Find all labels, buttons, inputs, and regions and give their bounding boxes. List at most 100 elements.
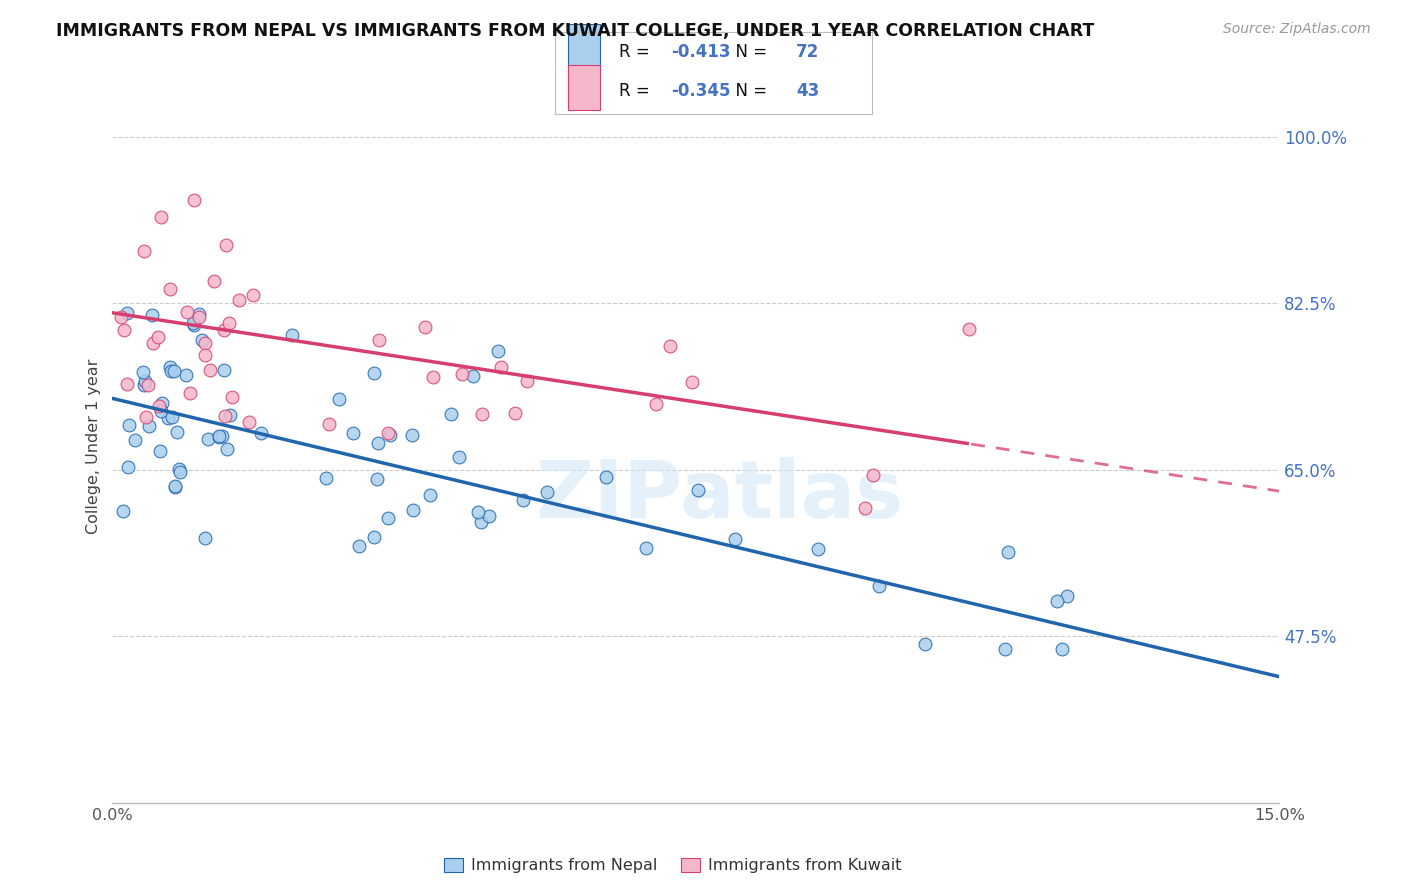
Point [422, 370, 444, 384]
Text: Source: ZipAtlas.com: Source: ZipAtlas.com [1223, 22, 1371, 37]
Point [191, 333, 214, 347]
Point [281, 328, 304, 343]
Point [132, 244, 155, 259]
Point [215, 238, 238, 252]
Point [328, 392, 350, 406]
Point [218, 408, 240, 422]
Point [149, 444, 172, 458]
FancyBboxPatch shape [568, 24, 599, 69]
Point [183, 193, 205, 207]
Point [1056, 589, 1078, 603]
Point [163, 479, 186, 493]
Point [117, 460, 139, 475]
Point [150, 396, 173, 410]
Point [174, 368, 197, 383]
Point [724, 532, 747, 546]
Point [208, 429, 231, 443]
Point [658, 339, 681, 353]
Point [197, 432, 219, 446]
Point [378, 427, 401, 442]
Text: N =: N = [724, 82, 772, 100]
Point [194, 532, 217, 546]
Point [228, 293, 250, 307]
Point [159, 359, 181, 374]
Point [489, 360, 512, 375]
Point [198, 362, 221, 376]
Point [218, 316, 240, 330]
FancyBboxPatch shape [568, 65, 599, 110]
Point [486, 343, 509, 358]
Text: 43: 43 [796, 82, 820, 100]
Point [419, 488, 441, 502]
Point [363, 366, 385, 380]
Point [366, 472, 388, 486]
Point [467, 505, 489, 519]
Point [112, 322, 135, 336]
Point [211, 429, 233, 443]
Point [1046, 594, 1069, 608]
Point [163, 364, 186, 378]
Point [162, 410, 184, 425]
Point [377, 510, 399, 524]
Point [250, 425, 273, 440]
Point [167, 462, 190, 476]
Text: N =: N = [724, 43, 772, 61]
Point [163, 480, 186, 494]
Point [342, 425, 364, 440]
Point [471, 407, 494, 421]
Point [212, 362, 235, 376]
Point [862, 467, 884, 482]
Point [595, 469, 617, 483]
Point [512, 492, 534, 507]
Point [402, 503, 425, 517]
Point [194, 336, 217, 351]
Text: IMMIGRANTS FROM NEPAL VS IMMIGRANTS FROM KUWAIT COLLEGE, UNDER 1 YEAR CORRELATIO: IMMIGRANTS FROM NEPAL VS IMMIGRANTS FROM… [56, 22, 1095, 40]
Point [215, 442, 238, 457]
Text: R =: R = [619, 43, 655, 61]
Point [160, 364, 183, 378]
Point [124, 434, 146, 448]
Point [115, 376, 138, 391]
Point [110, 310, 132, 324]
Text: -0.345: -0.345 [671, 82, 730, 100]
Point [377, 425, 399, 440]
Point [169, 465, 191, 479]
Point [149, 210, 172, 224]
Text: 72: 72 [796, 43, 820, 61]
Point [142, 335, 165, 350]
Text: ZIPatlas: ZIPatlas [536, 457, 904, 535]
Point [214, 409, 236, 423]
Point [440, 407, 463, 421]
Point [868, 579, 890, 593]
Point [208, 430, 231, 444]
Point [212, 323, 235, 337]
Point [1052, 642, 1074, 657]
Point [238, 415, 260, 429]
Point [188, 307, 211, 321]
Point [134, 374, 156, 388]
Point [136, 377, 159, 392]
Point [516, 374, 538, 388]
Point [957, 322, 980, 336]
Point [156, 410, 179, 425]
Point [181, 316, 204, 330]
Point [183, 318, 205, 333]
Point [413, 319, 436, 334]
Point [681, 375, 703, 389]
Point [138, 418, 160, 433]
Point [117, 306, 139, 320]
Point [242, 288, 264, 302]
Point [202, 274, 225, 288]
Point [149, 403, 172, 417]
Point [117, 418, 139, 433]
Point [450, 368, 472, 382]
Point [166, 425, 188, 440]
Text: -0.413: -0.413 [671, 43, 730, 61]
Point [853, 500, 876, 515]
Point [461, 369, 484, 384]
Point [194, 348, 217, 362]
Point [318, 417, 340, 431]
Point [179, 386, 201, 401]
Point [644, 397, 666, 411]
Point [994, 642, 1017, 657]
